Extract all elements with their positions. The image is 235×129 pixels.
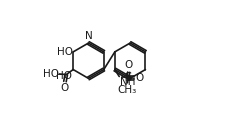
Text: HO: HO xyxy=(57,47,73,57)
Text: O: O xyxy=(135,72,144,83)
Text: HO: HO xyxy=(43,69,59,79)
Text: HO: HO xyxy=(56,71,72,81)
Text: O: O xyxy=(125,60,133,70)
Text: N: N xyxy=(85,31,92,41)
Text: S: S xyxy=(124,71,132,84)
Text: O: O xyxy=(61,83,69,92)
Text: CH₃: CH₃ xyxy=(118,85,137,95)
Text: NH: NH xyxy=(120,77,135,87)
